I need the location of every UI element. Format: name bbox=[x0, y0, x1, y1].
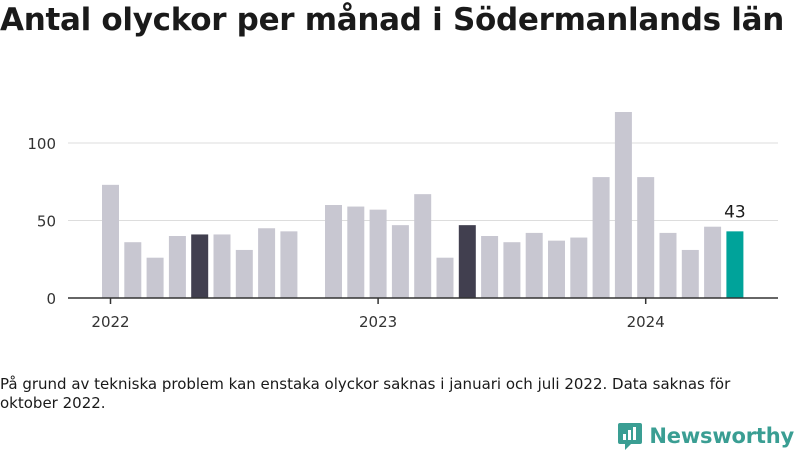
brand-name: Newsworthy bbox=[649, 424, 794, 448]
x-tick-label: 2022 bbox=[91, 313, 129, 331]
bar-2022-12 bbox=[347, 206, 365, 298]
bar-2022-04 bbox=[168, 236, 186, 298]
bar-2023-07 bbox=[503, 242, 521, 298]
y-tick-label: 50 bbox=[37, 213, 56, 231]
bar-2024-02 bbox=[659, 232, 677, 298]
bar-2024-04 bbox=[704, 226, 722, 298]
bar-2023-01 bbox=[369, 209, 387, 298]
bar-2023-05 bbox=[458, 225, 476, 298]
footnote: På grund av tekniska problem kan enstaka… bbox=[0, 375, 731, 412]
bar-2022-08 bbox=[258, 228, 276, 298]
x-axis-ticks: 2022 2023 2024 bbox=[91, 298, 665, 331]
bar-2023-12 bbox=[614, 112, 632, 298]
value-label-latest: 43 bbox=[724, 202, 746, 222]
brand-logo: Newsworthy bbox=[617, 420, 794, 452]
chart-title: Antal olyckor per månad i Södermanlands … bbox=[0, 2, 784, 38]
bar-2023-08 bbox=[525, 232, 543, 298]
bar-chart: 0 50 100 2022 2023 2024 43 bbox=[27, 112, 778, 331]
bars bbox=[102, 112, 744, 298]
bar-2023-09 bbox=[548, 240, 565, 298]
bar-2022-02 bbox=[124, 242, 142, 298]
bar-2023-03 bbox=[414, 194, 432, 298]
bar-2024-05 bbox=[726, 231, 744, 298]
bar-2022-05 bbox=[191, 234, 209, 298]
bar-2023-02 bbox=[391, 225, 409, 298]
bar-2023-06 bbox=[481, 236, 499, 298]
y-axis-labels: 0 50 100 bbox=[27, 135, 56, 308]
bar-2022-09 bbox=[280, 231, 298, 298]
bar-2022-06 bbox=[213, 234, 231, 298]
bar-2022-01 bbox=[102, 184, 119, 298]
bar-2024-03 bbox=[681, 249, 699, 298]
x-tick-label: 2023 bbox=[359, 313, 397, 331]
bar-2024-01 bbox=[637, 177, 655, 298]
bar-2023-10 bbox=[570, 237, 588, 298]
newsworthy-logo-icon bbox=[618, 423, 643, 450]
bar-2022-11 bbox=[325, 205, 342, 298]
bar-2022-07 bbox=[235, 249, 253, 298]
x-tick-label: 2024 bbox=[627, 313, 665, 331]
bar-2023-04 bbox=[436, 257, 454, 298]
annotations: 43 bbox=[724, 202, 746, 222]
bar-2022-03 bbox=[146, 257, 164, 298]
y-tick-label: 100 bbox=[27, 135, 56, 153]
y-tick-label: 0 bbox=[46, 290, 56, 308]
bar-2023-11 bbox=[592, 177, 610, 298]
